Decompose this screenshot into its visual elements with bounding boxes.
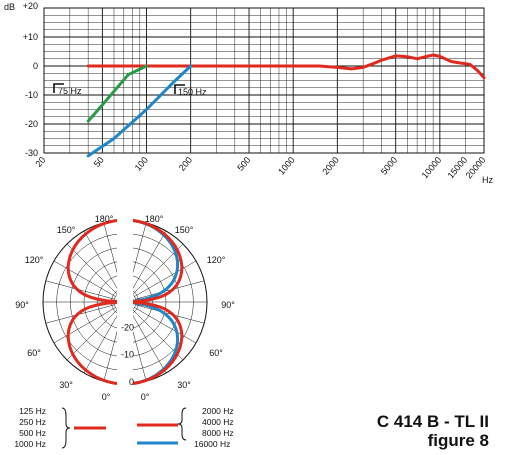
polar-grid-spoke (130, 311, 167, 374)
polar-angle-label: 180° (95, 214, 114, 224)
low-cut-75hz-curve (86, 64, 148, 123)
polar-angle-label: 60° (209, 348, 223, 358)
figure-label: figure 8 (428, 431, 489, 450)
y-unit-label: dB (4, 2, 15, 12)
polar-radius-label: -10 (121, 350, 134, 360)
x-tick-label: 50 (92, 155, 106, 169)
polar-radius-label: 0 (129, 377, 134, 387)
legend-label: 8000 Hz (202, 428, 234, 438)
x-tick-label: 100 (133, 155, 150, 173)
legend-label: 250 Hz (19, 417, 46, 427)
polar-angle-label: 0° (102, 392, 111, 402)
polar-angle-label: 150° (57, 225, 76, 235)
legend-label: 4000 Hz (202, 417, 234, 427)
frequency-response-chart: dB +20 +10 0 -10 -20 -30 20 50 100 200 500 1000 200… (4, 1, 493, 185)
polar-grid-spoke (53, 307, 116, 344)
y-tick-label: +10 (23, 32, 38, 42)
annotation-150hz-label: 150 Hz (178, 87, 207, 97)
x-tick-label: 5000 (379, 155, 400, 177)
polar-angle-label: 150° (175, 225, 194, 235)
polar-angle-label: 180° (145, 214, 164, 224)
polar-grid-spoke (83, 230, 120, 293)
polar-angle-labels: 0° 0° 30° 30° 60° 60° 90° 90° 120° 120° 150° 150° 18… (15, 214, 235, 402)
brace-right-icon (177, 407, 187, 441)
legend-label: 16000 Hz (194, 439, 230, 449)
polar-center-gap (117, 212, 133, 392)
y-tick-label: -20 (25, 119, 38, 129)
polar-angle-label: 120° (25, 255, 44, 265)
y-tick-label: -10 (25, 90, 38, 100)
model-title: C 414 B - TL II (377, 412, 489, 431)
x-tick-label: 2000 (320, 155, 341, 177)
legend-label: 500 Hz (19, 428, 46, 438)
polar-grid-spoke (66, 309, 118, 361)
polar-angle-label: 30° (59, 380, 73, 390)
polar-grid-spoke (83, 311, 120, 374)
x-tick-label: 20 (33, 155, 47, 169)
polar-pattern-chart: 0° 0° 30° 30° 60° 60° 90° 90° 120° 120° 150° 150° 18… (15, 212, 235, 402)
polar-grid-spoke (130, 230, 167, 293)
polar-angle-label: 60° (27, 348, 41, 358)
low-cut-150hz-curve (86, 64, 193, 158)
x-tick-label: 500 (235, 155, 252, 173)
polar-angle-label: 0° (141, 392, 150, 402)
y-tick-labels: +20 +10 0 -10 -20 -30 (23, 1, 38, 158)
x-unit-label: Hz (482, 175, 493, 185)
polar-angle-label: 90° (221, 300, 235, 310)
y-tick-label: -30 (25, 148, 38, 158)
response-curve-red (86, 53, 486, 80)
legend-group-low: 125 Hz 250 Hz 500 Hz 1000 Hz (14, 406, 106, 449)
polar-grid-spoke (53, 260, 116, 297)
legend: 125 Hz 250 Hz 500 Hz 1000 Hz 2000 Hz 400… (14, 406, 233, 449)
filter-slope-150-icon (174, 84, 185, 94)
filter-slope-75-icon (53, 83, 64, 93)
polar-radius-label: -20 (121, 322, 134, 332)
response-curves (86, 53, 486, 158)
legend-label: 125 Hz (19, 406, 46, 416)
legend-group-high: 2000 Hz 4000 Hz 8000 Hz 16000 Hz (137, 406, 234, 449)
polar-angle-label: 90° (15, 300, 29, 310)
x-tick-label: 200 (177, 155, 194, 173)
polar-radius-labels: 0 -10 -20 (121, 322, 134, 387)
frequency-grid (43, 7, 485, 154)
legend-label: 1000 Hz (14, 439, 46, 449)
polar-grid-spoke (134, 307, 197, 344)
annotation-150hz: 150 Hz (174, 84, 207, 97)
legend-label: 2000 Hz (202, 406, 234, 416)
polar-grid-spoke (134, 260, 197, 297)
y-tick-label: 0 (33, 61, 38, 71)
x-tick-label: 10000 (420, 155, 444, 181)
annotation-75hz-label: 75 Hz (58, 86, 82, 96)
x-tick-label: 1000 (276, 155, 297, 177)
polar-angle-label: 30° (177, 380, 191, 390)
annotation-75hz: 75 Hz (53, 83, 82, 96)
polar-angle-label: 120° (207, 255, 226, 265)
brace-left-icon (61, 407, 71, 449)
polar-grid-spoke (66, 243, 118, 295)
y-tick-label: +20 (23, 1, 38, 11)
